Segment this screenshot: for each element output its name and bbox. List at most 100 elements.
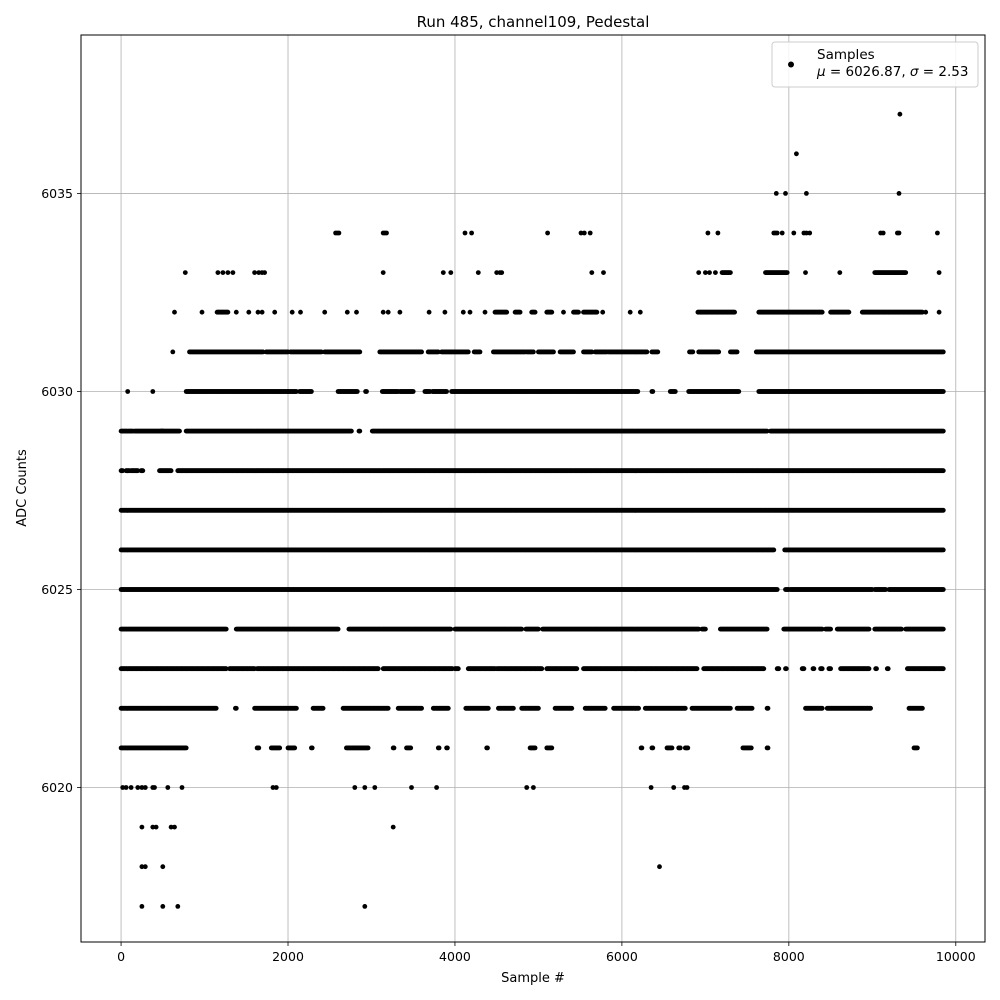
data-point bbox=[153, 824, 159, 830]
data-point bbox=[165, 785, 171, 790]
data-point bbox=[765, 745, 771, 751]
data-point bbox=[765, 705, 771, 711]
data-point bbox=[783, 666, 789, 672]
data-point bbox=[639, 745, 645, 751]
data-point bbox=[532, 745, 538, 751]
data-point bbox=[602, 705, 608, 711]
data-point bbox=[684, 785, 690, 790]
data-point bbox=[179, 785, 185, 790]
data-point bbox=[183, 745, 189, 751]
data-point bbox=[677, 745, 683, 751]
data-point bbox=[273, 785, 279, 790]
data-point bbox=[636, 705, 641, 711]
data-point bbox=[120, 785, 126, 790]
data-point bbox=[277, 745, 283, 751]
data-point bbox=[811, 666, 817, 672]
data-point bbox=[142, 785, 148, 790]
data-point bbox=[940, 547, 946, 553]
data-point bbox=[940, 666, 946, 672]
data-point bbox=[920, 705, 925, 711]
data-point bbox=[419, 705, 424, 711]
data-point bbox=[139, 864, 145, 870]
data-point bbox=[436, 745, 442, 751]
data-point bbox=[524, 785, 530, 790]
data-point bbox=[828, 666, 833, 672]
data-point bbox=[445, 745, 450, 751]
data-point bbox=[448, 626, 454, 632]
data-point bbox=[531, 785, 536, 790]
data-point bbox=[385, 705, 391, 711]
data-point bbox=[771, 547, 777, 553]
data-point bbox=[233, 705, 239, 711]
data-point bbox=[256, 745, 262, 751]
data-point bbox=[142, 864, 148, 870]
data-point bbox=[669, 745, 675, 751]
data-point bbox=[362, 785, 368, 790]
data-point bbox=[485, 705, 491, 711]
data-point bbox=[536, 705, 541, 711]
data-point bbox=[223, 666, 229, 672]
data-point bbox=[409, 785, 414, 790]
data-point bbox=[648, 785, 654, 790]
data-point bbox=[172, 824, 177, 830]
data-point bbox=[549, 745, 555, 751]
data-point bbox=[728, 705, 733, 711]
data-point bbox=[866, 666, 872, 672]
data-point bbox=[940, 626, 946, 632]
data-point bbox=[485, 745, 490, 751]
data-point bbox=[885, 666, 891, 672]
data-point bbox=[175, 904, 181, 909]
data-point bbox=[776, 666, 782, 672]
data-point bbox=[375, 666, 381, 672]
data-point bbox=[694, 666, 700, 672]
data-point bbox=[213, 705, 219, 711]
data-point bbox=[536, 626, 541, 632]
data-point bbox=[123, 785, 129, 790]
data-point bbox=[139, 824, 145, 830]
data-point bbox=[372, 785, 378, 790]
data-point bbox=[685, 745, 691, 751]
data-point bbox=[539, 666, 545, 672]
data-point bbox=[408, 745, 414, 751]
data-point bbox=[434, 785, 439, 790]
data-point bbox=[819, 705, 825, 711]
data-point bbox=[150, 824, 156, 830]
data-point bbox=[139, 785, 145, 790]
data-point bbox=[749, 705, 755, 711]
data-point bbox=[748, 745, 754, 751]
data-point bbox=[390, 824, 396, 830]
data-point bbox=[764, 626, 770, 632]
data-point bbox=[320, 705, 326, 711]
data-point bbox=[650, 745, 656, 751]
data-point bbox=[569, 705, 575, 711]
data-point bbox=[152, 785, 157, 790]
data-point bbox=[657, 864, 662, 870]
data-point bbox=[294, 705, 299, 711]
data-point bbox=[335, 626, 341, 632]
data-point bbox=[761, 666, 767, 672]
data-point bbox=[828, 626, 833, 632]
data-point bbox=[139, 904, 145, 909]
data-point bbox=[352, 785, 358, 790]
data-point bbox=[223, 626, 229, 632]
data-point bbox=[511, 705, 516, 711]
data-point bbox=[801, 666, 807, 672]
data-point bbox=[703, 626, 708, 632]
data-point bbox=[365, 745, 371, 751]
data-point bbox=[682, 705, 688, 711]
data-point bbox=[128, 785, 134, 790]
data-points bbox=[118, 111, 946, 909]
data-point bbox=[160, 904, 166, 909]
data-point bbox=[270, 785, 276, 790]
data-point bbox=[899, 626, 904, 632]
data-point bbox=[874, 666, 879, 672]
data-point bbox=[168, 824, 174, 830]
data-point bbox=[915, 745, 920, 751]
data-point bbox=[868, 705, 873, 711]
data-point bbox=[671, 785, 677, 790]
data-point bbox=[574, 666, 580, 672]
data-point bbox=[940, 587, 946, 592]
data-point bbox=[519, 626, 525, 632]
